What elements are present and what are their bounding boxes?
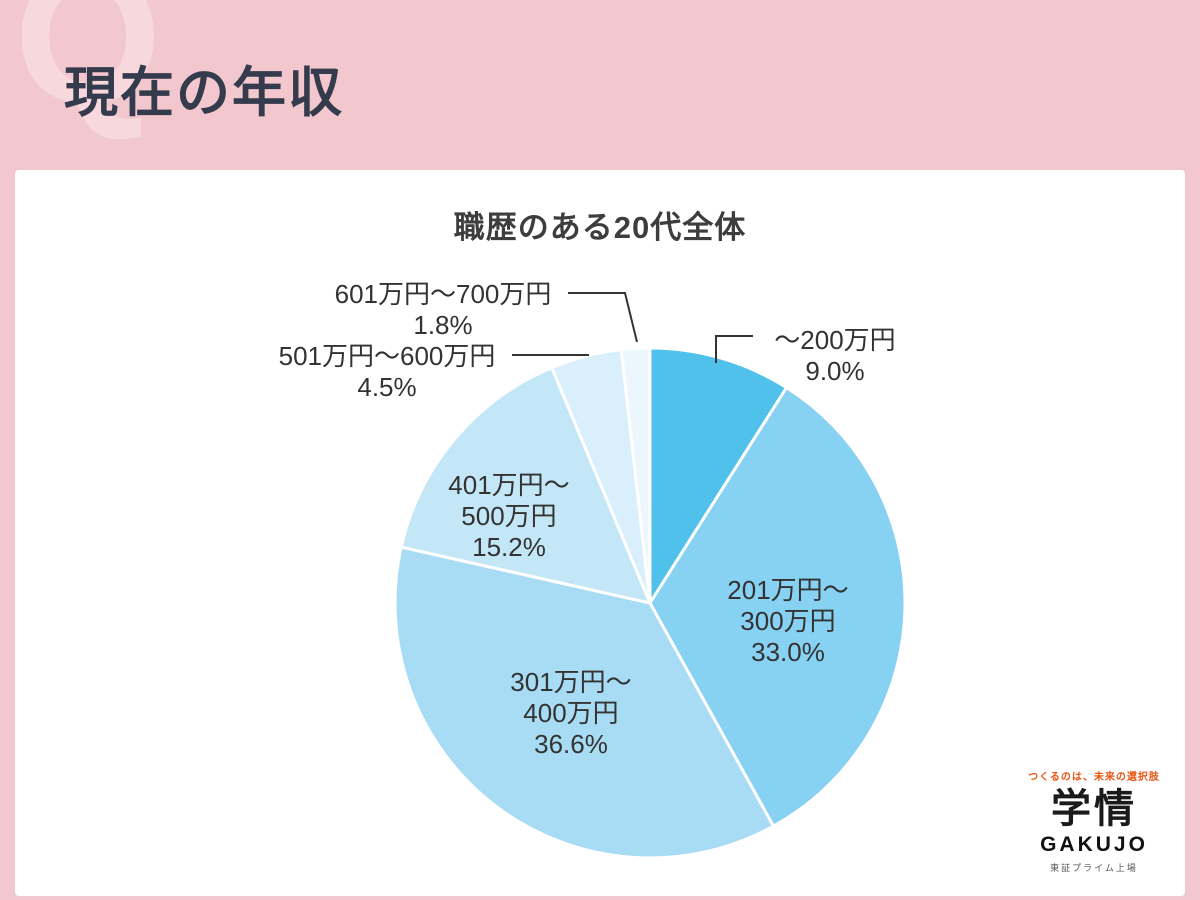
logo-listing: 東証プライム上場 bbox=[1050, 863, 1138, 873]
chart-title: 職歴のある20代全体 bbox=[453, 210, 747, 245]
gakujo-logo: つくるのは、未来の選択肢 学情 GAKUJO 東証プライム上場 bbox=[1019, 768, 1169, 874]
pie-slice-3 bbox=[399, 366, 652, 605]
logo-latin: GAKUJO bbox=[1040, 833, 1148, 856]
pie-chart bbox=[393, 292, 907, 860]
pie-slice-0 bbox=[648, 346, 789, 605]
logo-kanji: 学情 bbox=[1051, 787, 1137, 831]
logo-tagline: つくるのは、未来の選択肢 bbox=[1028, 772, 1160, 783]
page-title: 現在の年収 bbox=[64, 63, 344, 123]
pie-slice-5 bbox=[619, 346, 652, 605]
q-watermark: Q bbox=[14, 0, 162, 143]
leader-line-slice-5 bbox=[568, 292, 638, 343]
chart-card: 職歴のある20代全体 〜200万円 9.0% 201万円〜 300万円 33.0% 301… bbox=[15, 170, 1185, 896]
pie-slice-2 bbox=[393, 545, 775, 860]
leader-line-slice-0 bbox=[715, 335, 753, 363]
